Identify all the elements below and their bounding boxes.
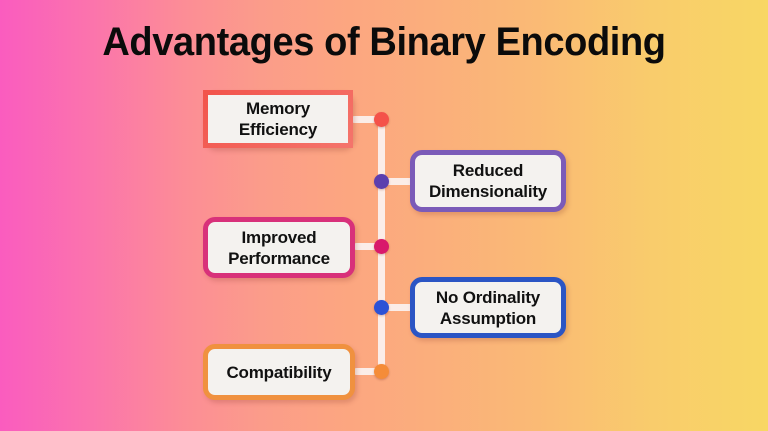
node-connector <box>381 178 414 185</box>
node-dot-2 <box>374 174 389 189</box>
diagram-node-label: No Ordinality Assumption <box>435 287 541 328</box>
diagram-node-1[interactable]: Memory Efficiency <box>203 90 353 148</box>
node-connector <box>353 243 381 250</box>
diagram-node-2[interactable]: Reduced Dimensionality <box>410 150 566 212</box>
diagram-node-label: Memory Efficiency <box>238 99 318 139</box>
diagram-node-label: Reduced Dimensionality <box>428 161 548 201</box>
diagram-node-4[interactable]: No Ordinality Assumption <box>410 277 566 338</box>
node-connector <box>381 304 414 311</box>
node-dot-3 <box>374 239 389 254</box>
node-connector <box>351 116 381 123</box>
page-title: Advantages of Binary Encoding <box>102 20 666 64</box>
diagram-node-3[interactable]: Improved Performance <box>203 217 355 278</box>
diagram-node-label: Compatibility <box>226 362 332 382</box>
diagram-node-5[interactable]: Compatibility <box>203 344 355 400</box>
node-dot-4 <box>374 300 389 315</box>
node-dot-1 <box>374 112 389 127</box>
node-connector <box>353 368 381 375</box>
node-dot-5 <box>374 364 389 379</box>
diagram-node-label: Improved Performance <box>228 227 330 268</box>
